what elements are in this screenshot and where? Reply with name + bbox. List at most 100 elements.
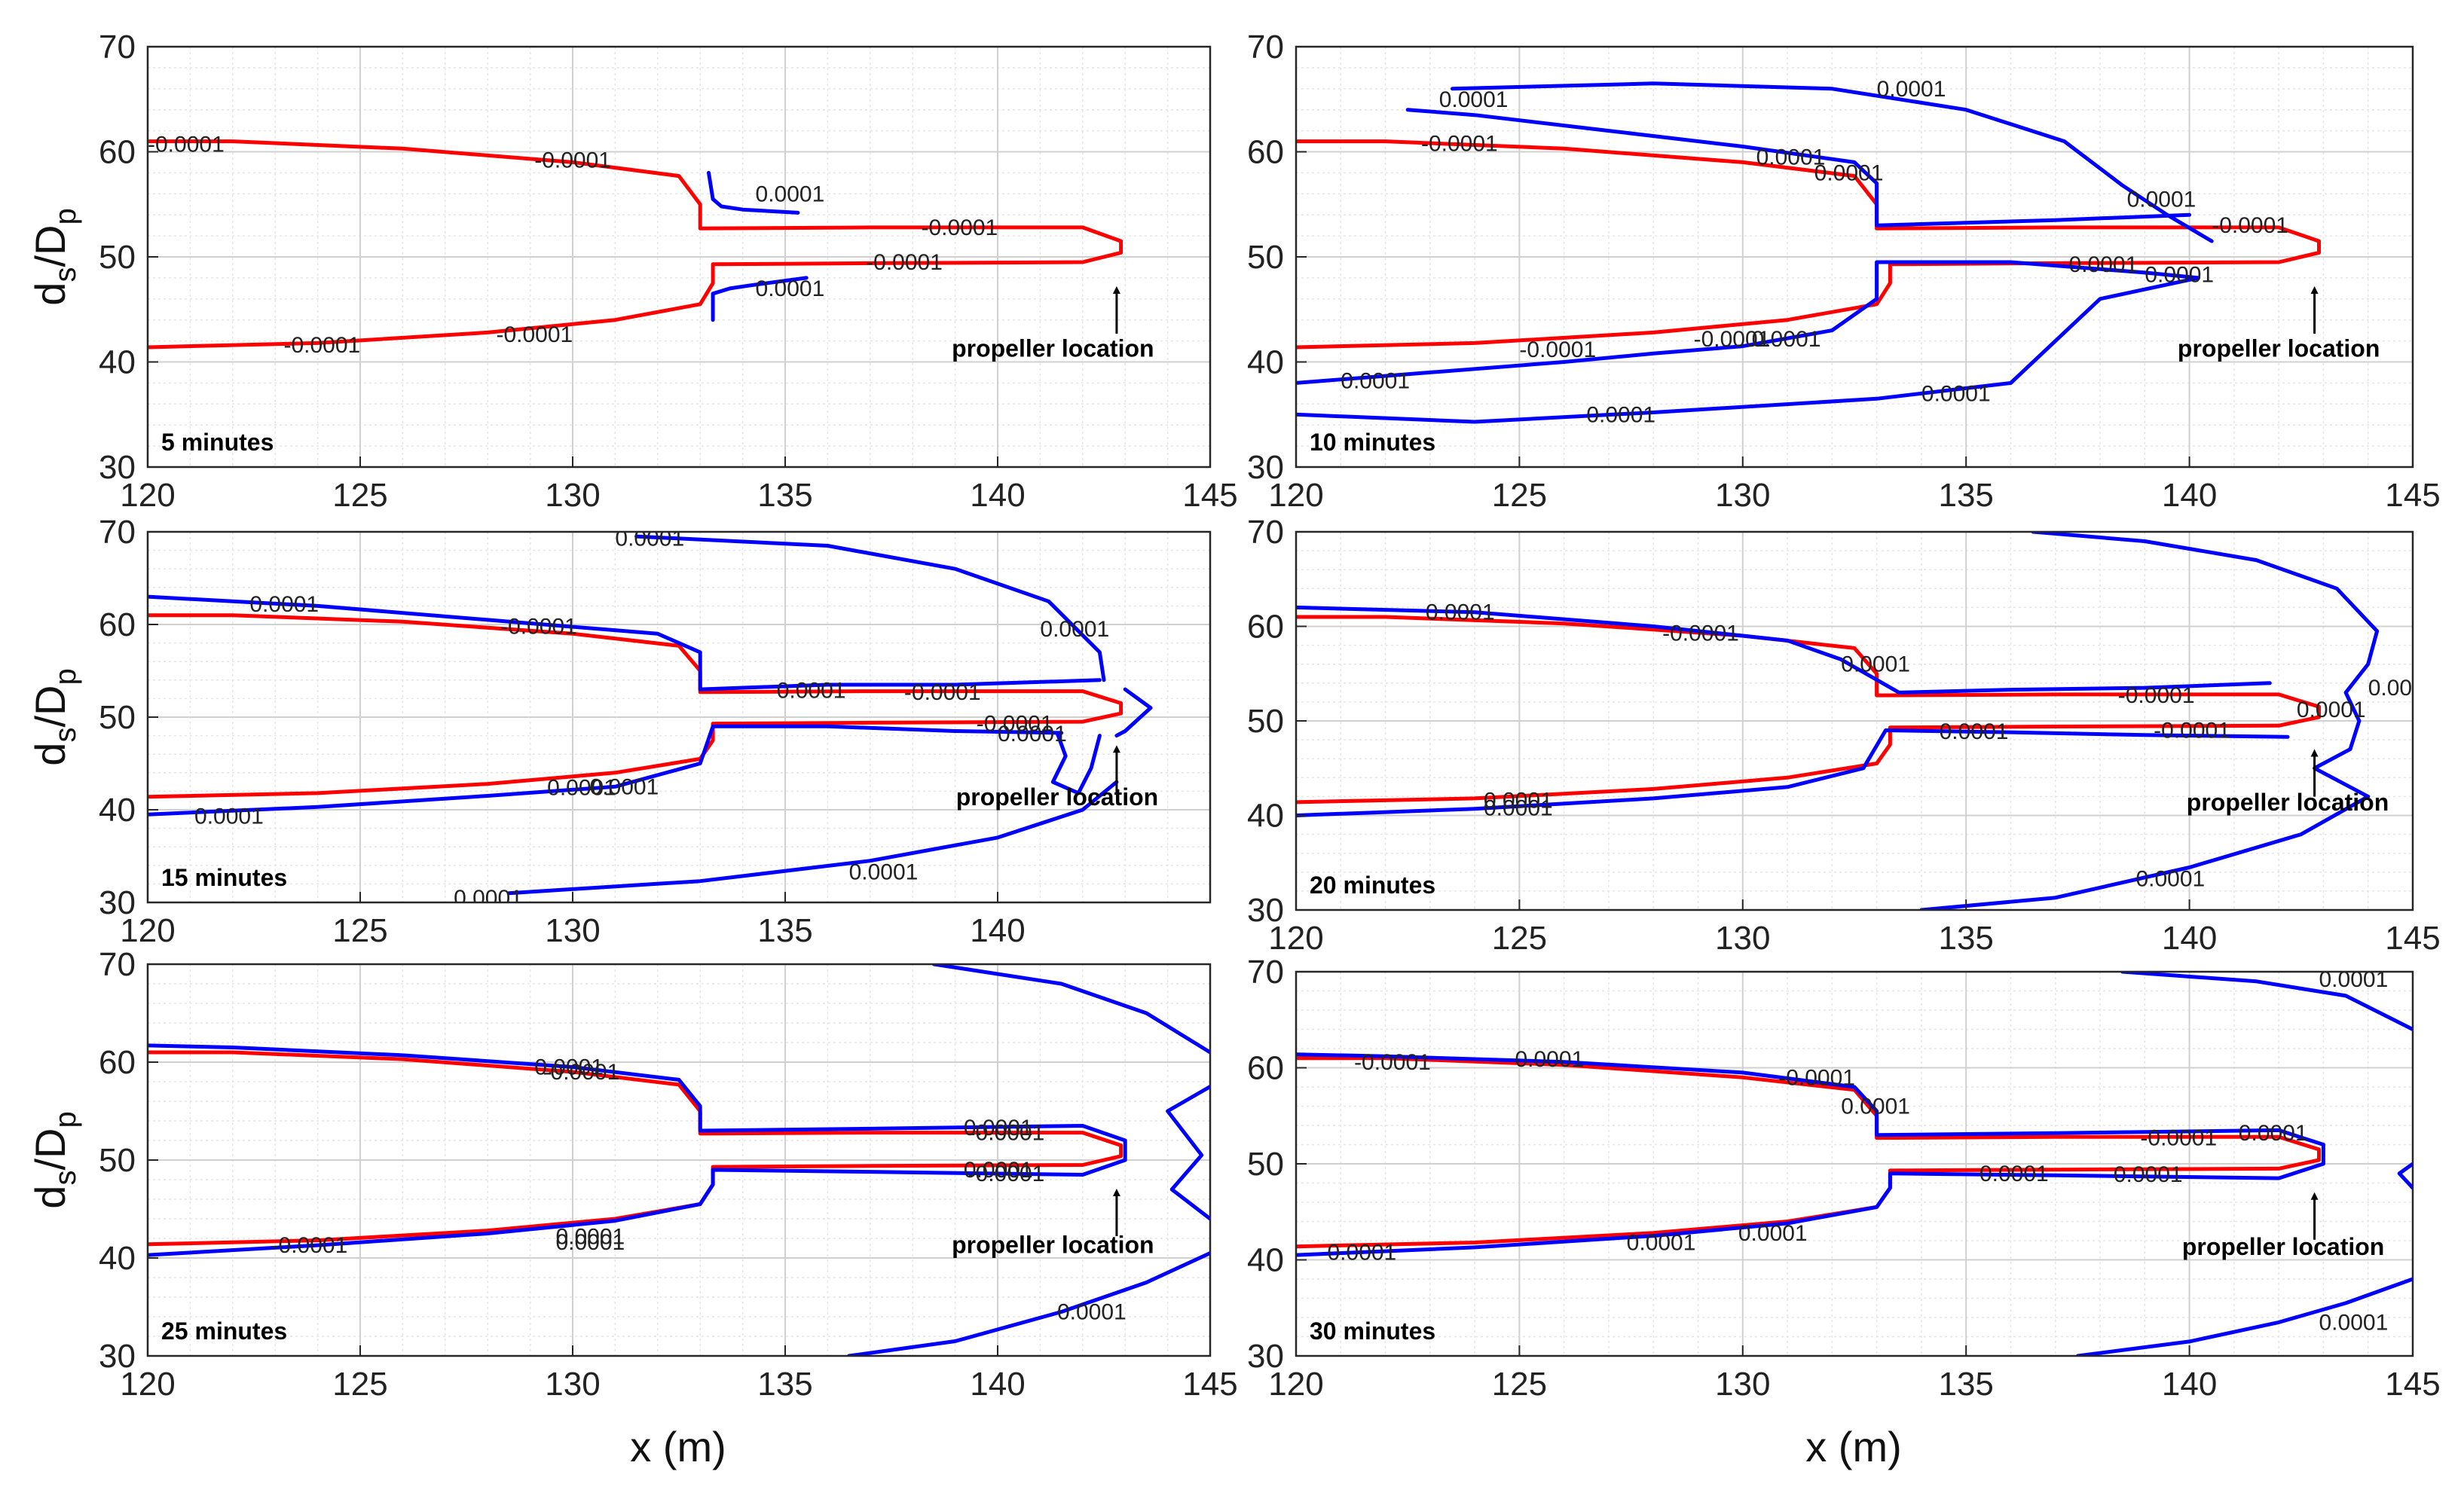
- y-tick-label: 30: [99, 449, 136, 486]
- contour-label: -0.0001: [283, 333, 360, 358]
- panel-1: -0.0001 -0.0001 0.0001 -0.0001 -0.0001 0.0001…: [99, 29, 1238, 514]
- contours: [1296, 532, 2380, 910]
- contour-label: 0.0001: [1738, 1221, 1808, 1246]
- contour-label: 0.0001: [2239, 1121, 2308, 1146]
- y-tick-label: 70: [99, 29, 136, 66]
- contour-label: -0.0001: [1519, 337, 1596, 362]
- y-tick-label: 30: [1247, 1338, 1284, 1375]
- contour-labels: -0.0001 0.0001 -0.0001 0.0001 -0.0001 0.0001 0…: [1327, 972, 2388, 1335]
- contour-label: -0.0001: [2154, 719, 2230, 743]
- x-tick-label: 135: [1938, 477, 1993, 514]
- x-tick-label: 130: [545, 1366, 600, 1403]
- y-tick-label: 50: [99, 239, 136, 276]
- contour-label: 0.0001: [849, 859, 919, 884]
- contour-positive-4: [1919, 794, 2371, 910]
- y-tick-label: 60: [99, 1044, 136, 1081]
- contour-label: 0.0001: [777, 678, 846, 703]
- contour-label: 0.0001: [1627, 1231, 1696, 1256]
- propeller-location-label: propeller location: [952, 335, 1154, 362]
- contour-label: 0.0001: [2114, 1162, 2183, 1187]
- y-tick-label: 60: [1247, 134, 1284, 171]
- y-tick-label: 70: [99, 946, 136, 983]
- contour-positive-1: [148, 1043, 1127, 1257]
- contour-label: 0.0001: [1586, 402, 1655, 427]
- y-tick-label: 30: [1247, 892, 1284, 929]
- x-tick-label: 140: [2162, 920, 2217, 957]
- x-tick-label: 140: [2162, 477, 2217, 514]
- contour-label: -0.0001: [1778, 1065, 1855, 1090]
- y-tick-label: 50: [1247, 239, 1284, 276]
- panel-4: 0.0001-0.00010.0001-0.00010.00010.0001-0…: [1247, 514, 2441, 957]
- y-axis-title: ds/Dp: [26, 668, 82, 765]
- x-tick-label: 130: [1715, 920, 1770, 957]
- propeller-location-label: propeller location: [956, 783, 1158, 811]
- contour-label: -0.0001: [2118, 683, 2195, 708]
- contour-positive-3: [1296, 260, 2200, 385]
- panel-2: 0.0001 0.0001-0.00010.00010.00010.0001-0.…: [1247, 29, 2441, 514]
- y-axis-title: ds/Dp: [26, 208, 82, 305]
- contour-labels: 0.0001-0.00010.0001-0.00010.00010.0001-0…: [1426, 600, 2413, 892]
- contour-label: 0.0001: [534, 1055, 604, 1080]
- contour-label: 0.0001: [1057, 1300, 1127, 1325]
- x-tick-label: 120: [120, 477, 175, 514]
- panel-title: 30 minutes: [1310, 1317, 1435, 1345]
- contours: [1296, 972, 2413, 1356]
- x-tick-label: 130: [1715, 1366, 1770, 1403]
- y-tick-label: 70: [1247, 29, 1284, 66]
- contour-positive-3: [2031, 532, 2380, 798]
- contour-label: -0.0001: [977, 712, 1053, 737]
- contour-label: 0.0001: [547, 775, 616, 800]
- x-tick-label: 135: [1938, 920, 1993, 957]
- contour-positive-1: [707, 170, 800, 215]
- x-tick-label: 135: [757, 1366, 812, 1403]
- panel-title: 20 minutes: [1310, 872, 1435, 899]
- contour-label: 0.0001: [1341, 369, 1410, 394]
- panel-6: -0.0001 0.0001 -0.0001 0.0001 -0.0001 0.0001 0…: [1247, 954, 2441, 1403]
- contour-label: 0.0001: [1756, 145, 1826, 169]
- contour-label: 0.0001: [1439, 87, 1509, 112]
- contour-label: -0.0001: [500, 614, 577, 639]
- propeller-location-label: propeller location: [2182, 1233, 2384, 1260]
- contour-label: 0.0001: [249, 592, 319, 617]
- x-tick-label: 135: [1938, 1366, 1993, 1403]
- propeller-location-label: propeller location: [952, 1232, 1154, 1259]
- x-tick-label: 125: [332, 477, 387, 514]
- contour-label: 0.0001: [756, 182, 825, 206]
- panel-title: 5 minutes: [161, 429, 274, 456]
- contour-positive-4: [1296, 276, 2200, 424]
- contour-labels: -0.0001 -0.0001 0.0001 -0.0001 -0.0001 0.0001…: [148, 133, 998, 358]
- contour-label: 0.0001: [1921, 381, 1991, 406]
- y-tick-label: 70: [99, 514, 136, 551]
- contour-label: 0.0001: [2145, 263, 2214, 288]
- contour-label: 0.0001: [1979, 1162, 2049, 1186]
- contour-label: -0.0001: [921, 215, 998, 240]
- contour-label: 0.0001: [1515, 1047, 1584, 1072]
- contour-label: -0.0001: [1662, 621, 1739, 646]
- contour-label: -0.0001: [1354, 1050, 1431, 1075]
- panel-5: -0.00010.0001-0.00010.0001-0.00010.0001-…: [99, 946, 1238, 1403]
- contour-negative-0: [148, 139, 1123, 350]
- propeller-location-label: propeller location: [2178, 335, 2380, 362]
- contour-positive-6: [506, 780, 1119, 896]
- y-tick-label: 50: [1247, 703, 1284, 740]
- contour-positive-1: [1451, 81, 2214, 243]
- x-tick-label: 120: [120, 1366, 175, 1403]
- x-tick-label: 125: [1492, 920, 1547, 957]
- contour-label: 0.0001: [1426, 600, 1495, 625]
- y-tick-label: 40: [99, 1240, 136, 1277]
- contour-label: -0.0001: [148, 133, 225, 157]
- contour-label: 0.0001: [2135, 867, 2205, 892]
- y-axis-title: ds/Dp: [26, 1111, 82, 1208]
- contour-label: 0.0001: [1327, 1240, 1396, 1265]
- contour-label: 0.0001: [1040, 617, 1109, 642]
- contour-label: 0.0001: [2127, 187, 2197, 212]
- contour-label: 0.0001: [615, 527, 684, 551]
- x-tick-label: 135: [757, 477, 812, 514]
- y-tick-label: 50: [99, 1142, 136, 1179]
- contour-label: 0.0001: [590, 774, 659, 799]
- y-tick-label: 40: [99, 344, 136, 381]
- x-tick-label: 145: [1182, 1366, 1237, 1403]
- contour-label: -0.0001: [2140, 1126, 2217, 1151]
- contours: [1296, 81, 2321, 424]
